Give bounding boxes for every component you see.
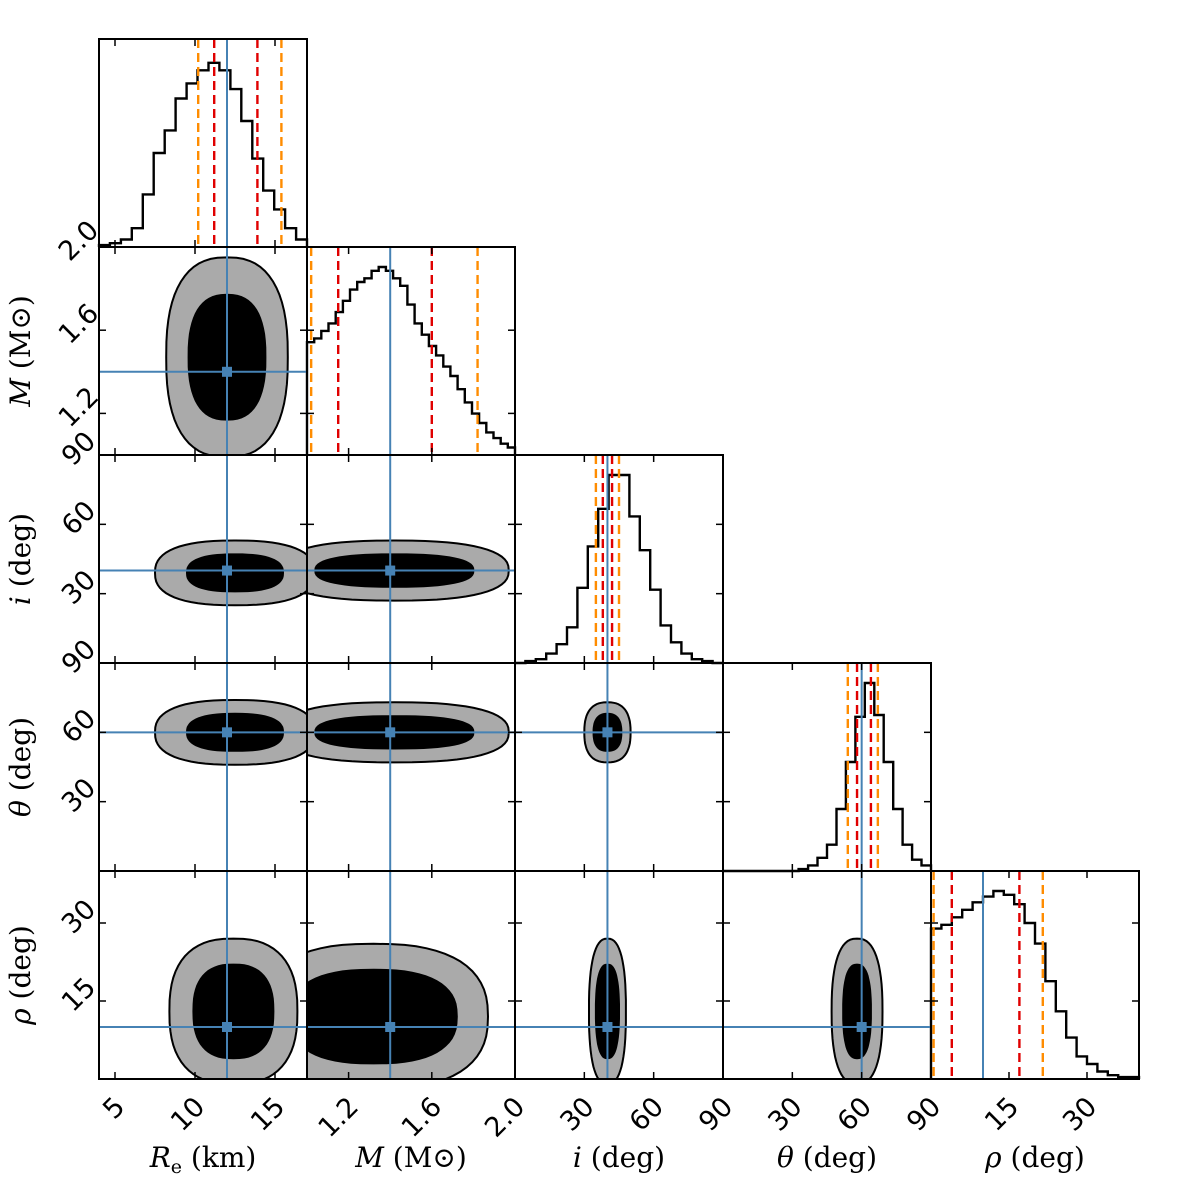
truth-marker bbox=[602, 1022, 613, 1032]
axis-unit: (deg) bbox=[794, 1141, 877, 1174]
axis-unit: (km) bbox=[182, 1141, 256, 1174]
contour-inner bbox=[307, 968, 458, 1065]
panel-frame-3-0 bbox=[98, 662, 308, 872]
x-axis-label-i: i (deg) bbox=[573, 1141, 665, 1174]
x-tick-label-rho: 30 bbox=[1057, 1091, 1103, 1137]
axis-unit: (M⊙) bbox=[4, 295, 37, 378]
contour-rho-vs-theta bbox=[830, 937, 884, 1079]
x-axis-label-M: M (M⊙) bbox=[354, 1141, 467, 1174]
y-tick-label-rho: 30 bbox=[56, 894, 102, 940]
y-axis-label-i: i (deg) bbox=[4, 513, 37, 605]
contour-inner bbox=[842, 963, 872, 1060]
truth-marker bbox=[602, 727, 613, 738]
quantile-layer bbox=[196, 39, 1045, 1079]
x-tick-label-Re: 10 bbox=[165, 1091, 211, 1137]
axis-symbol: M bbox=[4, 377, 37, 408]
contour-inner bbox=[192, 963, 275, 1060]
x-tick-label-Re: 5 bbox=[97, 1091, 131, 1125]
truth-marker bbox=[222, 1022, 232, 1032]
contour-layer bbox=[153, 256, 884, 1079]
y-axis-label-theta: θ (deg) bbox=[4, 717, 37, 817]
panel-frame-4-4 bbox=[930, 870, 1140, 1080]
axis-unit: (deg) bbox=[1002, 1141, 1085, 1174]
truth-marker bbox=[222, 727, 232, 738]
truth-marker bbox=[222, 565, 232, 576]
histogram-Re bbox=[97, 61, 309, 247]
y-tick-label-rho: 15 bbox=[56, 972, 102, 1018]
contour-rho-vs-i bbox=[588, 937, 627, 1079]
axis-symbol: i bbox=[4, 596, 37, 605]
panel-frame-3-3 bbox=[722, 662, 932, 872]
contour-rho-vs-M bbox=[307, 942, 490, 1079]
x-axis-label-Re: Re (km) bbox=[149, 1141, 257, 1178]
y-tick-label-i: 60 bbox=[56, 495, 102, 541]
contour-inner bbox=[185, 553, 285, 593]
truth-marker bbox=[856, 1022, 867, 1032]
y-axis-label-rho: ρ (deg) bbox=[4, 925, 37, 1026]
y-tick-label-i: 90 bbox=[56, 426, 102, 472]
axis-symbol: θ bbox=[4, 800, 37, 817]
y-tick-label-M: 2.0 bbox=[53, 215, 105, 267]
x-tick-label-i: 30 bbox=[554, 1091, 600, 1137]
y-axis-label-M: M (M⊙) bbox=[4, 295, 37, 408]
panel-frame-3-2 bbox=[514, 662, 724, 872]
frame-layer bbox=[98, 38, 1140, 1080]
x-tick-label-rho: 15 bbox=[979, 1091, 1025, 1137]
x-tick-label-i: 60 bbox=[624, 1091, 670, 1137]
truth-marker bbox=[385, 727, 396, 738]
axis-symbol: θ bbox=[777, 1141, 794, 1174]
x-axis-label-theta: θ (deg) bbox=[777, 1141, 877, 1174]
x-tick-label-M: 1.2 bbox=[313, 1091, 365, 1143]
axis-symbol: M bbox=[354, 1141, 385, 1174]
y-tick-label-theta: 90 bbox=[56, 634, 102, 680]
x-tick-label-theta: 90 bbox=[901, 1091, 947, 1137]
x-tick-label-M: 1.6 bbox=[396, 1091, 448, 1143]
x-tick-label-theta: 30 bbox=[762, 1091, 808, 1137]
axis-unit: (deg) bbox=[4, 717, 37, 800]
y-tick-label-theta: 60 bbox=[56, 703, 102, 749]
x-axis-label-rho: ρ (deg) bbox=[984, 1141, 1085, 1174]
x-tick-label-Re: 15 bbox=[245, 1091, 291, 1137]
truth-marker bbox=[385, 565, 396, 576]
y-tick-label-i: 30 bbox=[56, 565, 102, 611]
y-tick-label-theta: 30 bbox=[56, 773, 102, 819]
axis-unit: (deg) bbox=[582, 1141, 665, 1174]
panel-frame-3-1 bbox=[306, 662, 516, 872]
axis-symbol: R bbox=[149, 1141, 171, 1174]
axis-symbol: i bbox=[573, 1141, 582, 1174]
x-tick-label-i: 90 bbox=[693, 1091, 739, 1137]
axis-unit: (M⊙) bbox=[384, 1141, 467, 1174]
panel-frame-4-3 bbox=[722, 870, 932, 1080]
truth-marker bbox=[385, 1022, 396, 1032]
axis-unit: (deg) bbox=[4, 925, 37, 1008]
truth-marker bbox=[222, 366, 232, 377]
x-tick-label-theta: 60 bbox=[832, 1091, 878, 1137]
axis-symbol: ρ bbox=[4, 1008, 37, 1026]
contour-rho-vs-Re bbox=[168, 937, 299, 1079]
x-tick-label-M: 2.0 bbox=[479, 1091, 531, 1143]
histogram-theta bbox=[723, 681, 933, 873]
axis-subscript: e bbox=[171, 1156, 182, 1178]
histogram-rho bbox=[929, 889, 1141, 1079]
contour-i-vs-Re bbox=[153, 539, 307, 607]
axis-label-layer: Re (km) M (M⊙) i (deg) θ (deg) ρ (deg)M (M⊙)… bbox=[4, 295, 1085, 1178]
axis-unit: (deg) bbox=[4, 513, 37, 596]
histogram-M bbox=[305, 265, 517, 455]
y-tick-label-M: 1.6 bbox=[53, 298, 105, 350]
axis-symbol: ρ bbox=[984, 1141, 1002, 1174]
